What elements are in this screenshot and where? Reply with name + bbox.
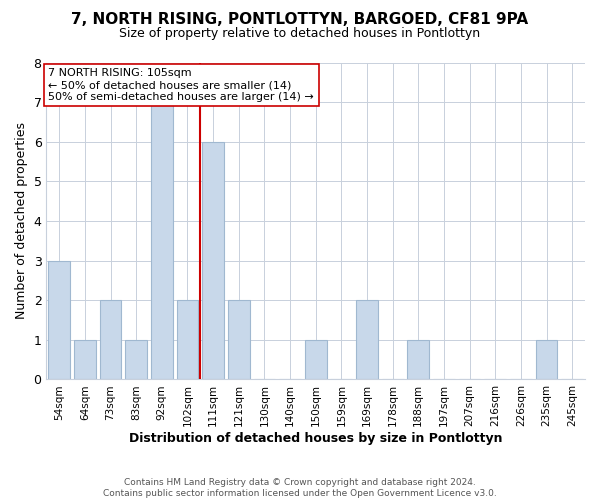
Text: 7, NORTH RISING, PONTLOTTYN, BARGOED, CF81 9PA: 7, NORTH RISING, PONTLOTTYN, BARGOED, CF… (71, 12, 529, 28)
Bar (305, 340, 326, 380)
X-axis label: Distribution of detached houses by size in Pontlottyn: Distribution of detached houses by size … (129, 432, 502, 445)
Bar (536, 340, 557, 380)
Bar (228, 300, 250, 380)
Bar (74, 340, 96, 380)
Bar (202, 142, 224, 380)
Bar (151, 102, 173, 380)
Bar (49, 260, 70, 380)
Bar (407, 340, 429, 380)
Bar (125, 340, 147, 380)
Text: Size of property relative to detached houses in Pontlottyn: Size of property relative to detached ho… (119, 28, 481, 40)
Bar (176, 300, 199, 380)
Text: 7 NORTH RISING: 105sqm
← 50% of detached houses are smaller (14)
50% of semi-det: 7 NORTH RISING: 105sqm ← 50% of detached… (49, 68, 314, 102)
Y-axis label: Number of detached properties: Number of detached properties (15, 122, 28, 320)
Text: Contains HM Land Registry data © Crown copyright and database right 2024.
Contai: Contains HM Land Registry data © Crown c… (103, 478, 497, 498)
Bar (100, 300, 121, 380)
Bar (356, 300, 378, 380)
